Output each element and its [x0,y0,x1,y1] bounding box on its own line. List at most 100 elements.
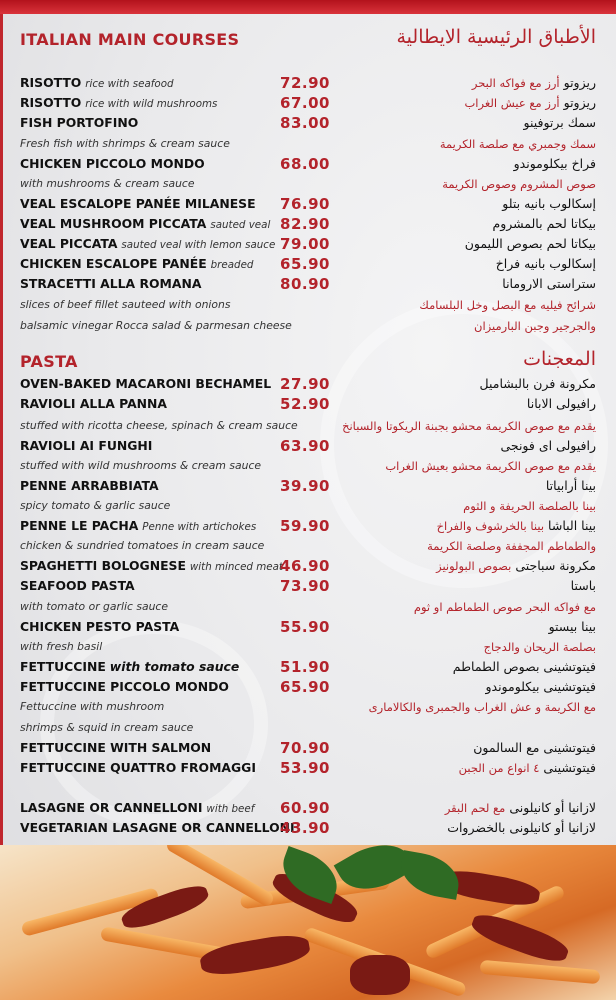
item-price: 76.90 [280,195,330,213]
item-price: 55.90 [280,618,330,636]
menu-item-row: FETTUCCINE with tomato sauce 51.90 فيتوتشي… [0,657,616,677]
item-name-en: CHICKEN PESTO PASTA [20,617,179,637]
item-name-arabic: إسكالوب بانيه فراخ [495,256,596,271]
item-description-arabic: سمك وجمبري مع صلصة الكريمة [439,137,596,151]
item-name: FETTUCCINE PICCOLO MONDO [20,679,229,694]
top-red-bar [0,0,616,14]
item-price: 39.90 [280,477,330,495]
item-price: 65.90 [280,255,330,273]
item-description: rice with seafood [85,78,174,90]
item-name-arabic: سمك برتوفينو [523,115,597,130]
item-name: CHICKEN PICCOLO MONDO [20,156,205,171]
item-description: sauted veal with lemon sauce [121,239,276,251]
item-name-en: FETTUCCINE with tomato sauce [20,657,239,677]
item-price: 46.90 [280,557,330,575]
menu-item-row: RAVIOLI AI FUNGHI 63.90 رافيولى اى فونجى [0,436,616,456]
item-name-arabic: فراخ بيكلوموندو [513,156,596,171]
item-name-en: FETTUCCINE PICCOLO MONDO [20,677,229,697]
item-name-ar: سمك برتوفينو [524,113,597,133]
item-price: 68.00 [280,155,330,173]
item-name-ar: فيتوتشينى ٤ انواع من الجبن [459,758,596,778]
item-name-ar: ريزوتو أرز مع عيش الغراب [464,93,596,113]
item-description-arabic: صوص المشروم وصوص الكريمة [442,177,596,191]
item-name-arabic: بيكاتا لحم بصوص الليمون [464,236,596,251]
item-name-en: VEAL MUSHROOM PICCATA sauted veal [20,214,270,235]
menu-item-row: SPAGHETTI BOLOGNESE with minced meat 46.9… [0,556,616,576]
item-name-ar: باستا [571,576,596,596]
item-price: 80.90 [280,275,330,293]
menu-description-row: shrimps & squid in cream sauce [0,718,616,738]
item-description-en: chicken & sundried tomatoes in cream sau… [20,539,265,552]
section-title-en: PASTA [20,352,78,371]
item-name-ar: مع فواكه البحر صوص الطماطم او ثوم [414,597,596,617]
item-name-ar: سمك وجمبري مع صلصة الكريمة [440,134,596,154]
menu-item-row: CHICKEN PICCOLO MONDO 68.00 فراخ بيكلوموند… [0,154,616,174]
item-name-ar: بيكاتا لحم بصوص الليمون [465,234,596,254]
menu-item-row: PENNE LE PACHA Penne with artichokes 59.9… [0,516,616,536]
item-name-en: RISOTTO rice with wild mushrooms [20,93,217,114]
item-name-ar: فيتوتشينى بصوص الطماطم [453,657,596,677]
menu-item-row: CHICKEN PESTO PASTA 55.90 بينا بيستو [0,617,616,637]
item-name: RAVIOLI ALLA PANNA [20,396,167,411]
item-name-en: VEAL PICCATA sauted veal with lemon sauc… [20,234,275,255]
item-description-arabic: مع فواكه البحر صوص الطماطم او ثوم [413,600,596,614]
item-name-ar: لازانيا أو كانيلونى بالخضروات [447,818,596,838]
item-price: 72.90 [280,74,330,92]
item-name: VEAL PICCATA [20,236,118,251]
item-price: 63.90 [280,437,330,455]
menu-item-row: SEAFOOD PASTA 73.90 باستا [0,576,616,596]
item-name-en: FETTUCCINE QUATTRO FROMAGGI [20,758,256,778]
menu-description-row: balsamic vinegar Rocca salad & parmesan … [0,316,616,336]
item-name-ar: بينا بالصلصة الحريفة و الثوم [463,496,596,516]
item-price: 53.90 [280,759,330,777]
item-name-ar: يقدم مع صوص الكريمة محشو بجبنة الريكوتا … [342,416,596,436]
item-description-en: slices of beef fillet sauteed with onion… [20,298,231,311]
item-description-arabic: أرز مع فواكه البحر [471,76,560,90]
item-name-arabic: لازانيا أو كانيلونى [509,800,596,815]
item-price: 65.90 [280,678,330,696]
item-name-arabic: لازانيا أو كانيلونى بالخضروات [447,820,596,835]
item-name-arabic: رافيولى الابانا [526,396,596,411]
item-name-ar: مع الكريمة و عش الغراب والجمبرى والكالام… [369,697,596,717]
item-description-arabic: بينا بالخرشوف والفراخ [436,519,545,533]
item-name: VEGETARIAN LASAGNE OR CANNELLONI [20,820,295,835]
item-name-ar: فيتوتشينى مع السالمون [473,738,596,758]
item-name-en: SEAFOOD PASTA [20,576,135,596]
item-description-en: with fresh basil [20,640,103,653]
item-description: rice with wild mushrooms [85,98,218,110]
menu-description-row: with mushrooms & cream sauce صوص المشروم … [0,174,616,194]
item-name-arabic: بينا الباشا [548,518,596,533]
item-name-ar: مكرونة سباجتى بصوص البولونيز [436,556,596,576]
item-description-arabic: بصوص البولونيز [436,559,512,573]
item-description: sauted veal [210,219,271,231]
menu-item-row: VEGETARIAN LASAGNE OR CANNELLONI 43.90 لاز… [0,818,616,838]
item-name-en: CHICKEN ESCALOPE PANÉE breaded [20,254,253,275]
item-name-en: RISOTTO rice with seafood [20,73,174,94]
menu-description-row: slices of beef fillet sauteed with onion… [0,295,616,315]
item-name-arabic: إسكالوب بانيه بتلو [502,196,596,211]
item-name-arabic: ريزوتو [563,95,596,110]
item-name-en: PENNE LE PACHA Penne with artichokes [20,516,256,537]
item-price: 59.90 [280,517,330,535]
item-name-arabic: مكرونة سباجتى [515,558,596,573]
item-name-arabic: بينا أرابياتا [545,478,596,493]
item-name-ar: والجرجير وجبن البارميزان [474,316,596,336]
menu-item-row: RISOTTO rice with seafood 72.90 ريزوتو أرز… [0,73,616,93]
item-name-arabic: بينا بيستو [548,619,596,634]
item-description-arabic: مع الكريمة و عش الغراب والجمبرى والكالام… [368,700,596,714]
item-name: RISOTTO [20,75,82,90]
item-name-arabic: فيتوتشينى [543,760,596,775]
item-name-ar: ستراستى الارومانا [502,274,596,294]
item-name-ar: بيكاتا لحم بالمشروم [492,214,596,234]
item-name: FISH PORTOFINO [20,115,139,130]
item-name: VEAL ESCALOPE PANÉE MILANESE [20,196,256,211]
menu-description-row: stuffed with wild mushrooms & cream sauc… [0,456,616,476]
item-price: 70.90 [280,739,330,757]
item-name: PENNE LE PACHA [20,518,139,533]
menu-description-row: Fresh fish with shrimps & cream sauce سمك… [0,134,616,154]
item-price: 51.90 [280,658,330,676]
item-price: 43.90 [280,819,330,837]
item-description-arabic: أرز مع عيش الغراب [464,96,560,110]
item-description-arabic: يقدم مع صوص الكريمة محشو بعيش الغراب [385,459,596,473]
item-description-arabic: بصلصة الريحان والدجاج [483,640,596,654]
